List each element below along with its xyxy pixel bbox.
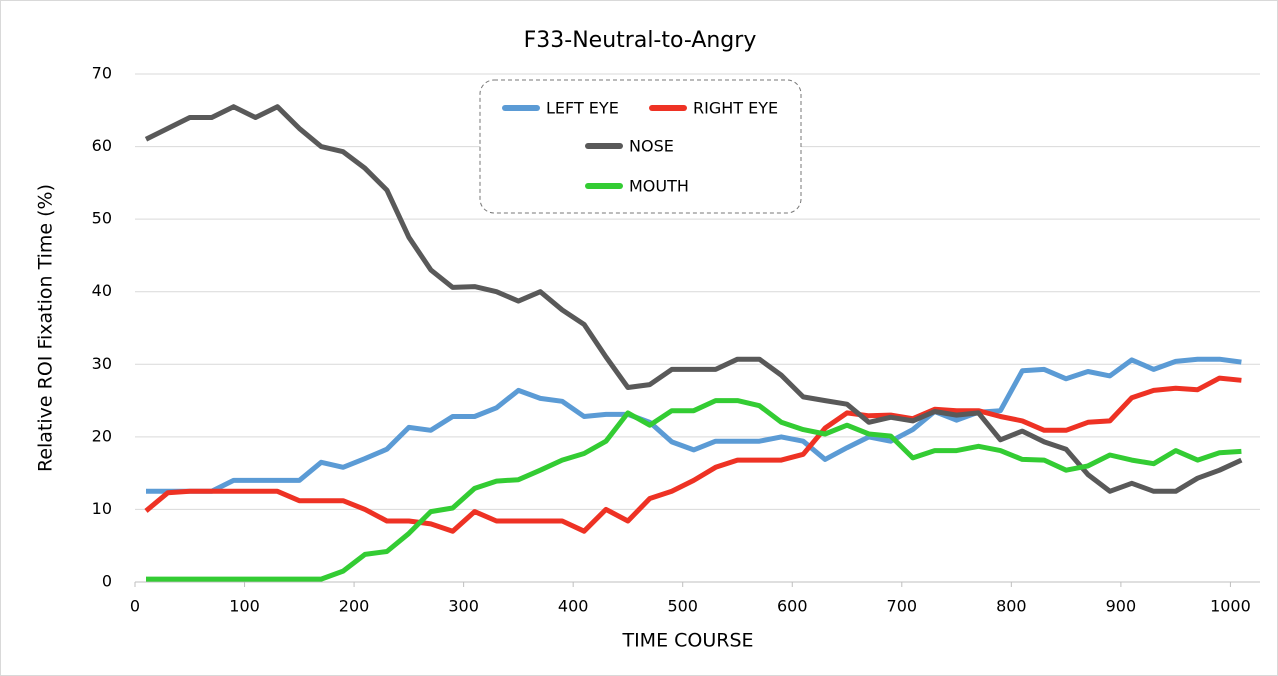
x-tick-label: 600	[777, 597, 808, 616]
x-axis-label: TIME COURSE	[621, 630, 753, 652]
x-tick-label: 900	[1106, 597, 1137, 616]
x-tick-label: 800	[996, 597, 1027, 616]
x-tick-label: 0	[130, 597, 140, 616]
x-tick-label: 700	[887, 597, 918, 616]
y-tick-label: 20	[92, 426, 112, 445]
y-tick-label: 40	[92, 281, 112, 300]
chart-title: F33-Neutral-to-Angry	[524, 28, 757, 53]
legend-label: MOUTH	[629, 177, 689, 196]
y-tick-label: 0	[102, 572, 112, 591]
legend-label: RIGHT EYE	[693, 99, 778, 118]
line-series	[144, 375, 1242, 534]
x-tick-label: 1000	[1210, 597, 1251, 616]
line-series	[146, 356, 1242, 494]
y-tick-label: 30	[92, 354, 112, 373]
y-tick-label: 60	[92, 136, 112, 155]
x-tick-label: 400	[558, 597, 589, 616]
y-tick-label: 50	[92, 209, 112, 228]
x-tick-label: 200	[339, 597, 370, 616]
line-series	[146, 398, 1242, 582]
legend-label: NOSE	[629, 137, 674, 156]
y-tick-label: 10	[92, 499, 112, 518]
x-tick-label: 300	[448, 597, 479, 616]
line-series	[144, 104, 1243, 494]
y-axis-label: Relative ROI Fixation Time (%)	[35, 184, 57, 472]
legend-box	[479, 79, 802, 214]
x-tick-label: 500	[667, 597, 698, 616]
y-tick-label: 70	[92, 64, 112, 83]
x-tick-label: 100	[229, 597, 260, 616]
legend: LEFT EYE RIGHT EYE NOSE MOUTH	[502, 99, 778, 196]
legend-label: LEFT EYE	[546, 99, 619, 118]
plot-area	[144, 104, 1243, 582]
